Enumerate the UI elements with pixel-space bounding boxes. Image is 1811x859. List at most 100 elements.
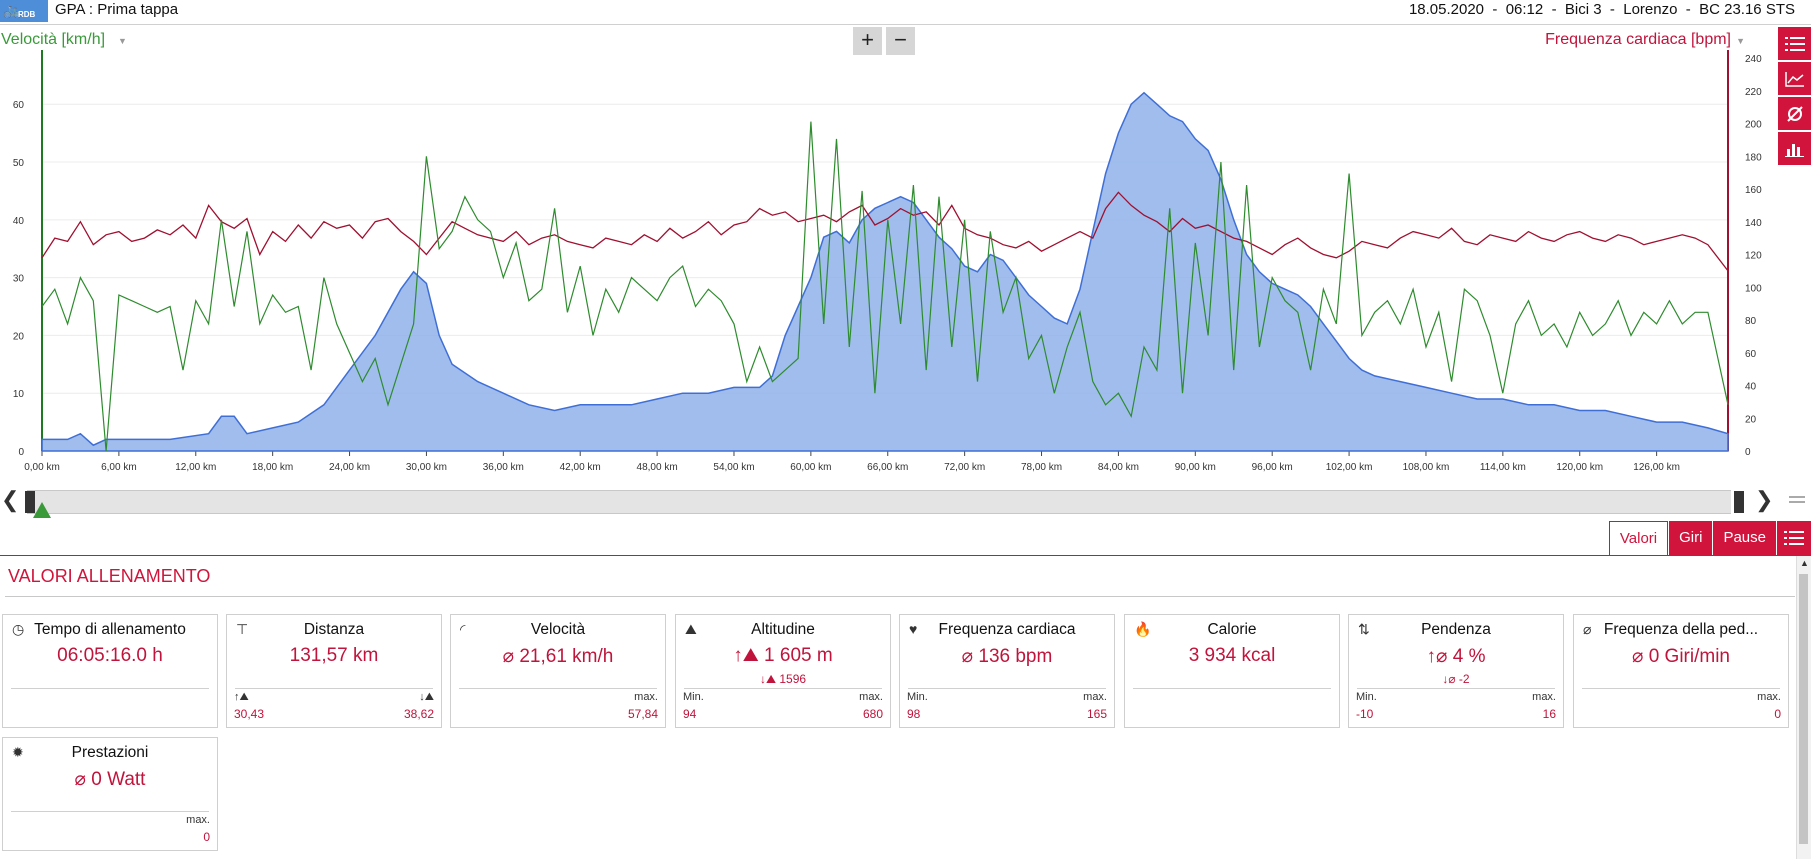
zoom-out-button[interactable]: −: [886, 27, 915, 55]
range-start-handle[interactable]: [25, 491, 35, 513]
right-tick-label: 0: [1745, 447, 1751, 458]
card-max-value: 0: [203, 830, 210, 844]
right-tick-label: 220: [1745, 87, 1762, 98]
card-divider: [1582, 688, 1780, 689]
left-tick-label: 30: [13, 274, 25, 285]
tab-menu-button[interactable]: [1776, 521, 1811, 555]
tab-values[interactable]: Valori: [1608, 521, 1669, 556]
scrollbar-thumb[interactable]: [1799, 574, 1808, 844]
card-divider: [1133, 688, 1331, 689]
clock-icon: ◷: [12, 621, 25, 637]
scrubber-track[interactable]: [27, 490, 1731, 514]
position-marker[interactable]: [33, 502, 51, 518]
cadence-icon: ⌀: [1583, 621, 1592, 637]
card-max-value: 680: [862, 707, 883, 721]
scroll-left-icon[interactable]: ❮: [1, 487, 20, 512]
left-tick-label: 60: [13, 100, 25, 111]
stat-card-slope[interactable]: ⇅ Pendenza ↑⌀ 4 % ↓⌀ -2 Min. max. -10 16: [1348, 614, 1564, 728]
scroll-right-icon[interactable]: ❯: [1755, 487, 1774, 512]
side-list-button[interactable]: [1778, 27, 1811, 60]
card-divider: [11, 811, 209, 812]
list-icon: [1784, 531, 1804, 545]
stat-card-heart[interactable]: ♥ Frequenza cardiaca ⌀ 136 bpm Min. max. 98 16…: [899, 614, 1115, 728]
stat-card-clock[interactable]: ◷ Tempo di allenamento 06:05:16.0 h: [2, 614, 218, 728]
stat-card-signpost[interactable]: ⊤ Distanza 131,57 km ↑⛰ ↓⛰ 30,43 38,62: [226, 614, 442, 728]
lightbulb-icon: ✹: [12, 744, 24, 760]
right-tick-label: 140: [1745, 218, 1762, 229]
card-min-value: -10: [1356, 707, 1374, 721]
card-value: ↑⌀ 4 %: [1426, 646, 1486, 667]
card-max-label: ↓⛰: [419, 691, 434, 703]
heart-rate-line[interactable]: [41, 191, 1729, 272]
card-divider: [235, 688, 433, 689]
left-axis-selector[interactable]: Velocità [km/h]: [1, 31, 106, 48]
card-title: Velocità: [530, 621, 586, 638]
altitude-area: [41, 91, 1729, 452]
range-scrubber[interactable]: ❮ ❯: [0, 487, 1811, 518]
left-axis-dropdown-icon[interactable]: ▼: [118, 36, 127, 46]
workout-title: GPA : Prima tappa: [55, 1, 179, 18]
left-tick-label: 0: [18, 447, 24, 458]
panel-scrollbar[interactable]: ▲: [1796, 556, 1811, 859]
stat-card-lightbulb[interactable]: ✹ Prestazioni ⌀ 0 Watt max. 0: [2, 737, 218, 851]
card-value: 06:05:16.0 h: [57, 645, 163, 666]
top-bar: 🚲 RDB GPA : Prima tappa 18.05.2020 - 06:…: [0, 0, 1811, 25]
tab-laps[interactable]: Giri: [1668, 521, 1713, 555]
card-max-value: 38,62: [403, 707, 434, 721]
x-tick-label: 54,00 km: [713, 462, 754, 473]
bike-icon: 🚲: [3, 2, 22, 19]
tab-pauses[interactable]: Pause: [1712, 521, 1776, 555]
range-end-handle[interactable]: [1734, 491, 1744, 513]
workout-chart[interactable]: 0 10 20 30 40 50 60 0 20 40 60 80 100 120 140 160 180 200…: [0, 50, 1780, 480]
card-divider: [11, 688, 209, 689]
side-line-chart-button[interactable]: [1778, 62, 1811, 95]
speed-line[interactable]: [41, 121, 1729, 452]
card-sub-value: ↓⌀ -2: [1442, 672, 1470, 686]
x-tick-label: 42,00 km: [560, 462, 601, 473]
card-max-value: 57,84: [627, 707, 658, 721]
x-tick-label: 108,00 km: [1403, 462, 1450, 473]
right-tick-label: 80: [1745, 316, 1757, 327]
x-tick-label: 114,00 km: [1480, 462, 1526, 473]
stat-card-cadence[interactable]: ⌀ Frequenza della ped... ⌀ 0 Giri/min max. 0: [1573, 614, 1789, 728]
scroll-up-icon[interactable]: ▲: [1800, 558, 1809, 568]
card-divider: [1357, 688, 1555, 689]
right-axis-selector[interactable]: Frequenza cardiaca [bpm]: [1545, 31, 1731, 48]
right-tick-label: 160: [1745, 185, 1762, 196]
stat-card-mountain[interactable]: ⛰ Altitudine ↑⛰ 1 605 m ↓⛰ 1596 Min. max. 94 68…: [675, 614, 891, 728]
card-title: Distanza: [303, 621, 365, 638]
card-title: Prestazioni: [71, 744, 149, 761]
card-max-label: max.: [859, 691, 883, 703]
left-tick-label: 50: [13, 158, 25, 169]
speedometer-icon: ◜: [460, 621, 466, 637]
x-tick-label: 126,00 km: [1633, 462, 1680, 473]
right-axis-dropdown-icon[interactable]: ▼: [1736, 36, 1745, 46]
card-title: Tempo di allenamento: [34, 621, 186, 638]
card-value: ⌀ 136 bpm: [961, 646, 1053, 667]
right-tick-label: 20: [1745, 414, 1757, 425]
right-tick-label: 180: [1745, 152, 1762, 163]
card-min-label: Min.: [1356, 691, 1377, 703]
right-tick-label: 200: [1745, 120, 1762, 131]
card-max-label: max.: [1083, 691, 1107, 703]
zoom-in-button[interactable]: +: [853, 27, 882, 55]
slope-icon: ⇅: [1358, 621, 1370, 637]
card-min-label: Min.: [683, 691, 704, 703]
side-bar-chart-button[interactable]: [1778, 132, 1811, 165]
right-tick-label: 60: [1745, 349, 1757, 360]
side-average-button[interactable]: [1778, 97, 1811, 130]
tabs-divider: [0, 555, 1811, 556]
x-tick-label: 36,00 km: [483, 462, 524, 473]
app-logo[interactable]: 🚲 RDB: [0, 0, 48, 22]
card-value: 131,57 km: [289, 645, 379, 666]
x-tick-label: 30,00 km: [406, 462, 447, 473]
left-tick-label: 40: [13, 216, 25, 227]
logo-text: RDB: [18, 10, 36, 19]
stat-card-speedometer[interactable]: ◜ Velocità ⌀ 21,61 km/h max. 57,84: [450, 614, 666, 728]
stat-card-flame[interactable]: 🔥 Calorie 3 934 kcal: [1124, 614, 1340, 728]
scrubber-menu-icon[interactable]: [1789, 496, 1805, 498]
x-tick-label: 102,00 km: [1326, 462, 1373, 473]
right-tick-label: 40: [1745, 382, 1757, 393]
x-tick-label: 66,00 km: [867, 462, 908, 473]
card-value: ⌀ 0 Watt: [74, 769, 146, 790]
